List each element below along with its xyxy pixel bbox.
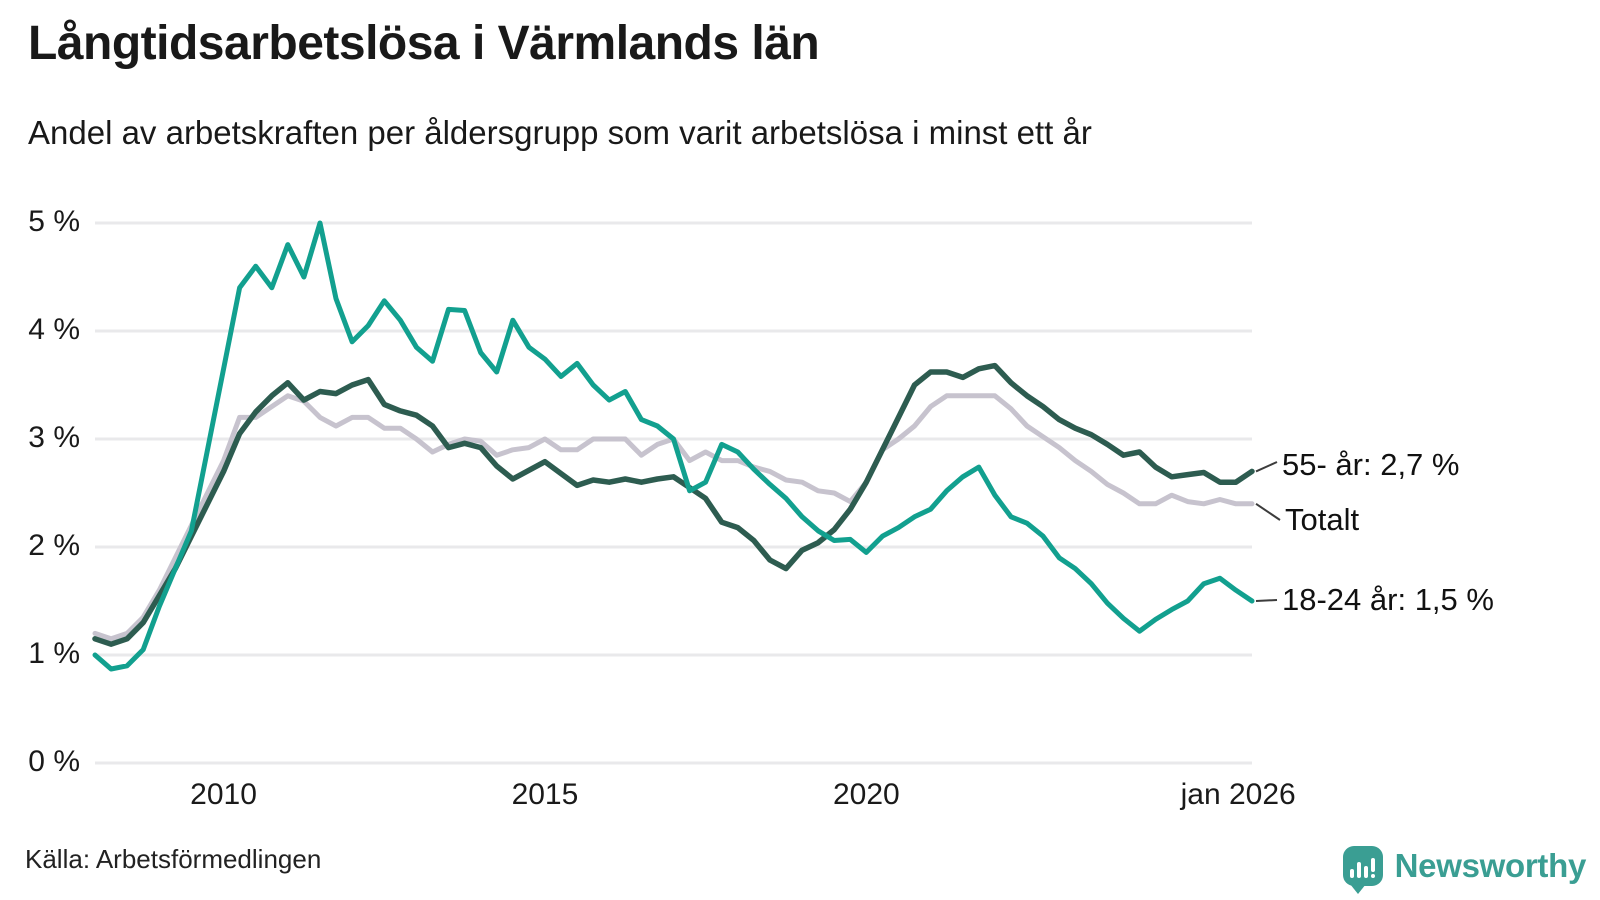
page-title: Långtidsarbetslösa i Värmlands län: [28, 17, 820, 70]
x-tick-jan-2026: jan 2026: [1180, 778, 1296, 811]
series-end-label-55-ar: 55- år: 2,7 %: [1282, 447, 1460, 482]
y-tick-0: 0 %: [28, 745, 80, 778]
y-tick-2: 2 %: [28, 529, 80, 562]
y-tick-4: 4 %: [28, 313, 80, 346]
exclamation-icon: [1371, 858, 1376, 878]
x-tick-2020: 2020: [832, 778, 900, 811]
bar-chart-icon: [1343, 846, 1383, 886]
series-line-18-24-r: [92, 220, 1255, 672]
series-end-label-18-24-ar: 18-24 år: 1,5 %: [1282, 582, 1494, 617]
newsworthy-brand: Newsworthy: [1342, 846, 1587, 894]
newsworthy-logo-icon: [1342, 846, 1383, 894]
leader-line-totalt: [1255, 502, 1281, 521]
x-tick-2010: 2010: [190, 778, 257, 811]
leader-line-18-24-r: [1255, 599, 1278, 602]
y-tick-3: 3 %: [28, 421, 80, 454]
leader-line-55-r: [1255, 461, 1278, 473]
source-note: Källa: Arbetsförmedlingen: [25, 844, 322, 874]
y-tick-1: 1 %: [28, 637, 80, 670]
series-end-label-totalt: Totalt: [1285, 502, 1360, 537]
newsworthy-wordmark: Newsworthy: [1394, 847, 1587, 884]
series-line-55-r: [92, 362, 1255, 647]
page-subtitle: Andel av arbetskraften per åldersgrupp s…: [28, 114, 1092, 151]
x-tick-2015: 2015: [511, 778, 579, 811]
y-tick-5: 5 %: [28, 205, 80, 238]
